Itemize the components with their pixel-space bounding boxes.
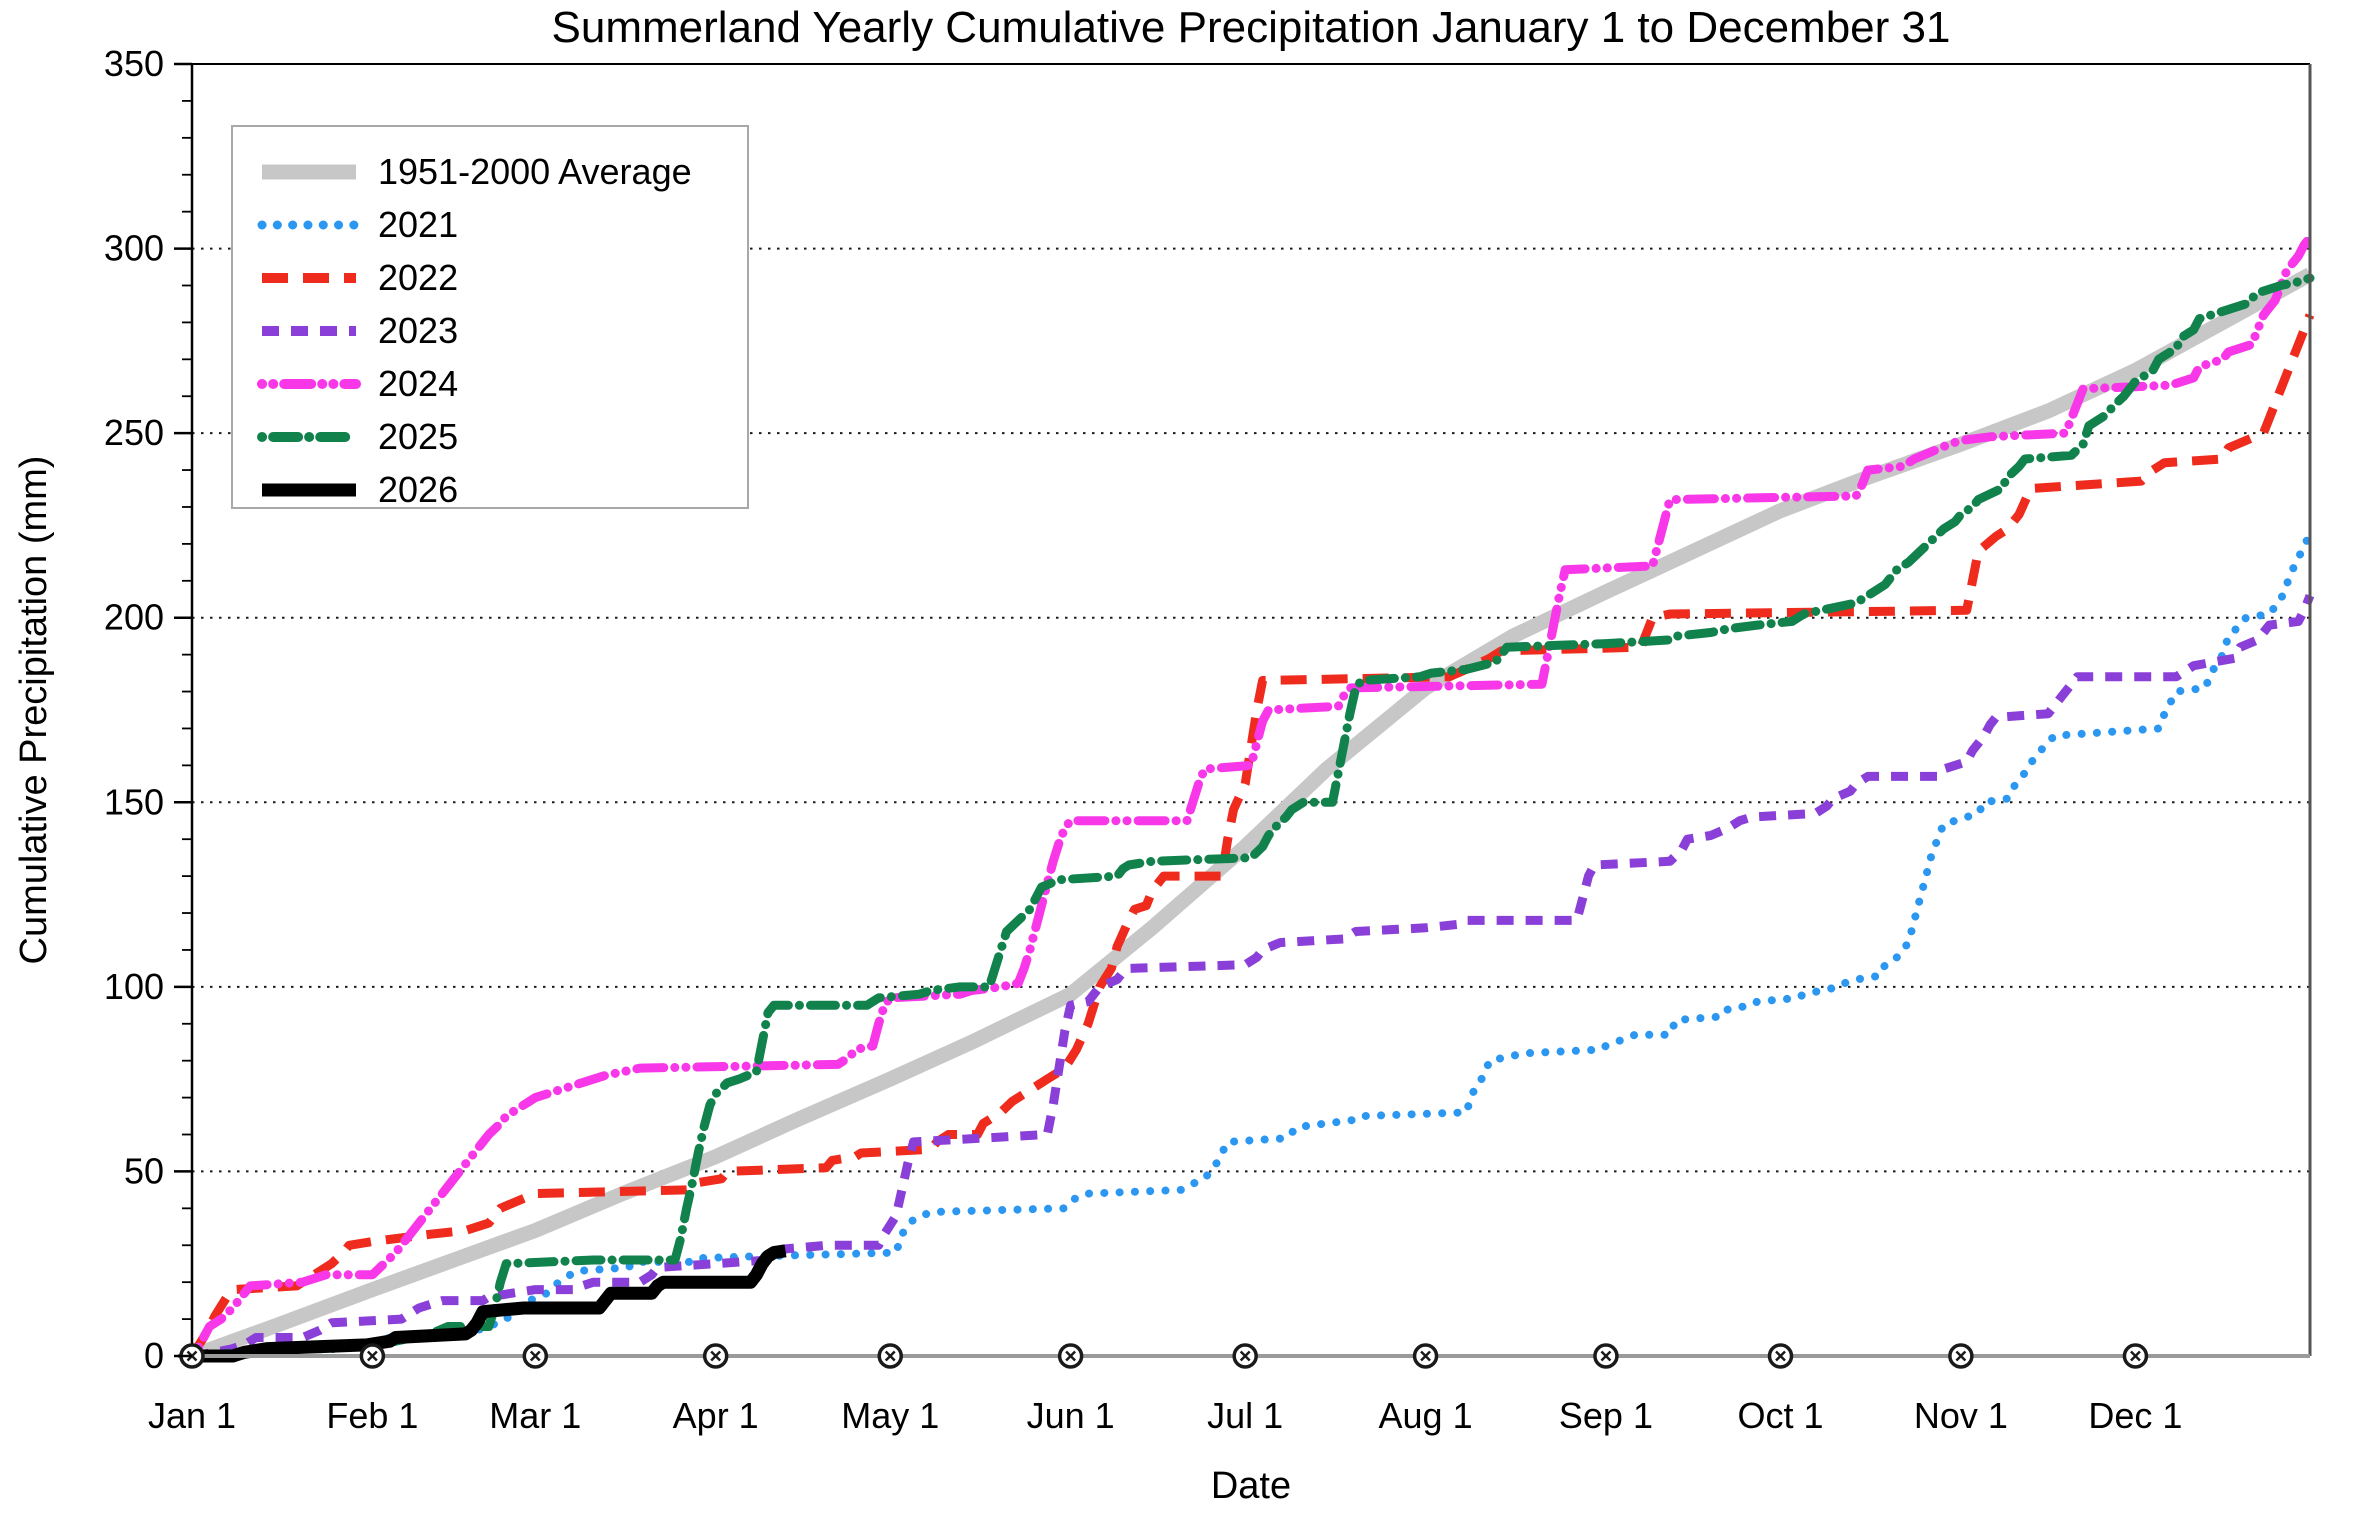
legend-entry-2021: 2021 xyxy=(257,204,458,245)
x-axis-label: Date xyxy=(1211,1465,1291,1507)
month-marker-nov-1 xyxy=(1948,1343,1974,1369)
legend-entry-1951-2000-average: 1951-2000 Average xyxy=(262,151,692,192)
series-line-2023 xyxy=(191,593,2315,1361)
y-axis-label: Cumulative Precipitation (mm) xyxy=(13,456,55,965)
x-tick-label-jul-1: Jul 1 xyxy=(1207,1395,1283,1436)
month-marker-may-1 xyxy=(877,1343,903,1369)
x-tick-label-apr-1: Apr 1 xyxy=(673,1395,759,1436)
legend-entry-2025: 2025 xyxy=(257,416,458,457)
y-tick-label-350: 350 xyxy=(104,43,164,84)
x-tick-label-oct-1: Oct 1 xyxy=(1737,1395,1823,1436)
tick-layer: 0 50 100 150 200 250 300 350 Jan 1 Feb 1 Mar 1 Apr … xyxy=(104,43,2183,1436)
month-marker-mar-1 xyxy=(522,1343,549,1369)
month-marker-x2 xyxy=(1239,1350,1251,1362)
x-tick-label-sep-1: Sep 1 xyxy=(1559,1395,1653,1436)
x-tick-label-mar-1: Mar 1 xyxy=(489,1395,581,1436)
x-tick-label-nov-1: Nov 1 xyxy=(1914,1395,2008,1436)
month-marker-jul-1 xyxy=(1232,1343,1258,1369)
legend-label: 1951-2000 Average xyxy=(378,151,692,192)
month-marker-jun-1 xyxy=(1057,1343,1084,1369)
month-marker-x2 xyxy=(1775,1350,1786,1362)
month-marker-x2 xyxy=(1420,1350,1431,1362)
legend-entry-2023: 2023 xyxy=(262,310,458,351)
month-marker-x2 xyxy=(1600,1350,1612,1362)
legend-label: 2023 xyxy=(378,310,458,351)
y-tick-label-50: 50 xyxy=(124,1150,164,1191)
month-marker-aug-1 xyxy=(1412,1343,1439,1369)
chart-legend: 1951-2000 Average 2021 2022 2023 2024 2025 202… xyxy=(231,125,749,510)
legend-entry-2022: 2022 xyxy=(262,257,458,298)
month-marker-x2 xyxy=(366,1350,378,1362)
series-line-2025 xyxy=(187,273,2315,1361)
month-marker-x2 xyxy=(2130,1350,2141,1362)
y-tick-label-300: 300 xyxy=(104,228,164,269)
legend-label: 2022 xyxy=(378,257,458,298)
x-tick-label-jan-1: Jan 1 xyxy=(148,1395,236,1436)
month-marker-oct-1 xyxy=(1767,1343,1794,1369)
month-marker-x2 xyxy=(710,1350,722,1362)
x-tick-label-aug-1: Aug 1 xyxy=(1379,1395,1473,1436)
month-marker-x2 xyxy=(1065,1350,1077,1362)
month-marker-sep-1 xyxy=(1593,1343,1619,1369)
y-tick-label-200: 200 xyxy=(104,597,164,638)
series-line-1951-2000-average xyxy=(189,267,2314,1364)
y-tick-label-150: 150 xyxy=(104,781,164,822)
legend-label: 2025 xyxy=(378,416,458,457)
legend-entry-2026: 2026 xyxy=(262,469,458,510)
month-marker-apr-1 xyxy=(702,1343,729,1369)
series-line-2024 xyxy=(187,233,2315,1361)
y-tick-label-100: 100 xyxy=(104,966,164,1007)
legend-label: 2026 xyxy=(378,469,458,510)
month-marker-dec-1 xyxy=(2122,1343,2149,1369)
x-tick-label-jun-1: Jun 1 xyxy=(1027,1395,1115,1436)
month-marker-x2 xyxy=(529,1350,541,1362)
month-marker-x2 xyxy=(884,1350,896,1362)
legend-label: 2024 xyxy=(378,363,458,404)
legend-label: 2021 xyxy=(378,204,458,245)
x-tick-label-dec-1: Dec 1 xyxy=(2088,1395,2182,1436)
y-tick-label-250: 250 xyxy=(104,412,164,453)
series-line-2021 xyxy=(188,532,2314,1360)
x-tick-label-may-1: May 1 xyxy=(841,1395,939,1436)
legend-box xyxy=(231,125,749,509)
legend-entry-2024: 2024 xyxy=(257,363,458,404)
month-marker-x2 xyxy=(1955,1350,1967,1362)
series-layer xyxy=(187,233,2315,1364)
y-tick-label-0: 0 xyxy=(144,1335,164,1376)
chart-title: Summerland Yearly Cumulative Precipitati… xyxy=(552,3,1951,52)
month-marker-feb-1 xyxy=(359,1343,386,1369)
series-line-2026 xyxy=(192,1244,787,1363)
x-tick-label-feb-1: Feb 1 xyxy=(326,1395,418,1436)
